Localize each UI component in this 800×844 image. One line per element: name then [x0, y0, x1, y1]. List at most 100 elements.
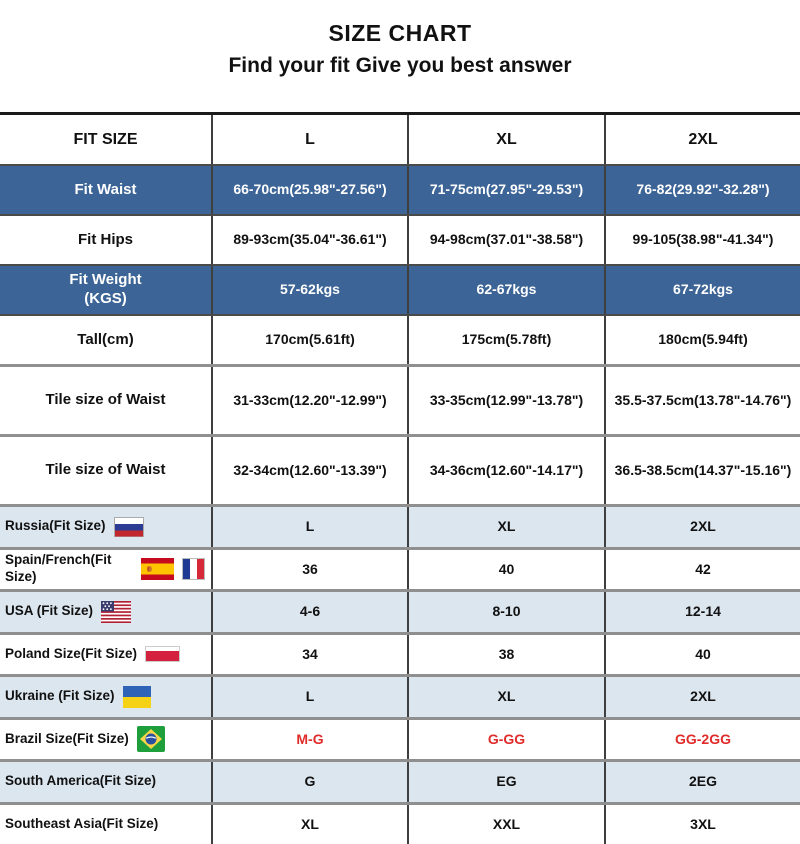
row-label: Spain/French(Fit Size)	[0, 550, 211, 590]
size-value-cell: 89-93cm(35.04"-36.61")	[211, 216, 407, 264]
size-value-cell: 4-6	[211, 592, 407, 632]
row-label-text: Tile size of Waist	[45, 461, 165, 480]
size-value-cell: G-GG	[407, 720, 604, 760]
table-row: Fit Waist 66-70cm(25.98"-27.56")71-75cm(2…	[0, 164, 800, 214]
spain-flag-icon	[141, 558, 174, 580]
row-label: Southeast Asia(Fit Size)	[0, 805, 211, 844]
column-header: FIT SIZE	[0, 115, 211, 164]
row-label-text: South America(Fit Size)	[5, 773, 156, 790]
size-value-cell: 2XL	[604, 507, 800, 547]
row-label-text: Poland Size(Fit Size)	[5, 646, 137, 663]
size-value-cell: 40	[407, 550, 604, 590]
size-value-cell: 180cm(5.94ft)	[604, 316, 800, 364]
size-value-cell: 32-34cm(12.60"-13.39")	[211, 437, 407, 504]
size-value-cell: M-G	[211, 720, 407, 760]
size-value-cell: 67-72kgs	[604, 266, 800, 314]
table-row: Tile size of Waist 32-34cm(12.60"-13.39")…	[0, 434, 800, 504]
size-value-cell: 42	[604, 550, 800, 590]
column-header: L	[211, 115, 407, 164]
row-label: Fit Weight(KGS)	[0, 266, 211, 314]
size-value-cell: 12-14	[604, 592, 800, 632]
row-label: USA (Fit Size)	[0, 592, 211, 632]
size-value-cell: 38	[407, 635, 604, 675]
size-value-cell: 36.5-38.5cm(14.37"-15.16")	[604, 437, 800, 504]
row-label: Russia(Fit Size)	[0, 507, 211, 547]
size-value-cell: G	[211, 762, 407, 802]
row-label: Fit Waist	[0, 166, 211, 214]
size-value-cell: 170cm(5.61ft)	[211, 316, 407, 364]
size-value-cell: 71-75cm(27.95"-29.53")	[407, 166, 604, 214]
size-value-cell: 40	[604, 635, 800, 675]
size-value-cell: 36	[211, 550, 407, 590]
size-value-cell: 31-33cm(12.20"-12.99")	[211, 367, 407, 434]
size-value-cell: L	[211, 677, 407, 717]
size-value-cell: 34	[211, 635, 407, 675]
row-label-text: Spain/French(Fit Size)	[5, 552, 133, 586]
usa-flag-icon	[101, 601, 131, 623]
row-label: Ukraine (Fit Size)	[0, 677, 211, 717]
table-row: Tile size of Waist 31-33cm(12.20"-12.99")…	[0, 364, 800, 434]
row-label-text-line2: (KGS)	[84, 290, 127, 309]
row-label-text: Southeast Asia(Fit Size)	[5, 816, 158, 833]
size-value-cell: 175cm(5.78ft)	[407, 316, 604, 364]
row-label-text: Tile size of Waist	[45, 391, 165, 410]
france-flag-icon	[182, 558, 205, 580]
table-row: Tall(cm) 170cm(5.61ft)175cm(5.78ft)180cm(…	[0, 314, 800, 364]
row-label-text: Fit Waist	[75, 181, 137, 200]
table-row: Fit Hips 89-93cm(35.04"-36.61")94-98cm(37…	[0, 214, 800, 264]
row-label-text: Fit Hips	[78, 231, 133, 250]
row-label: Fit Hips	[0, 216, 211, 264]
size-value-cell: 76-82(29.92"-32.28")	[604, 166, 800, 214]
row-label: Tile size of Waist	[0, 437, 211, 504]
size-value-cell: GG-2GG	[604, 720, 800, 760]
russia-flag-icon	[114, 517, 144, 537]
ukraine-flag-icon	[123, 686, 151, 708]
column-header: 2XL	[604, 115, 800, 164]
row-label-text: Tall(cm)	[77, 331, 133, 350]
size-value-cell: 3XL	[604, 805, 800, 844]
size-value-cell: 33-35cm(12.99"-13.78")	[407, 367, 604, 434]
size-value-cell: XL	[211, 805, 407, 844]
size-value-cell: 2XL	[604, 677, 800, 717]
brazil-flag-icon	[137, 726, 165, 752]
size-value-cell: 99-105(38.98"-41.34")	[604, 216, 800, 264]
size-value-cell: 66-70cm(25.98"-27.56")	[211, 166, 407, 214]
size-value-cell: 8-10	[407, 592, 604, 632]
size-value-cell: XL	[407, 677, 604, 717]
row-label-text: Brazil Size(Fit Size)	[5, 731, 129, 748]
column-header: XL	[407, 115, 604, 164]
row-label: Tall(cm)	[0, 316, 211, 364]
size-value-cell: 35.5-37.5cm(13.78"-14.76")	[604, 367, 800, 434]
page-title: SIZE CHART	[0, 20, 800, 47]
chart-header: SIZE CHART Find your fit Give you best a…	[0, 0, 800, 112]
page-subtitle: Find your fit Give you best answer	[0, 54, 800, 78]
row-label: Poland Size(Fit Size)	[0, 635, 211, 675]
row-label-text: Ukraine (Fit Size)	[5, 688, 115, 705]
size-value-cell: 34-36cm(12.60"-14.17")	[407, 437, 604, 504]
size-value-cell: XL	[407, 507, 604, 547]
size-value-cell: 94-98cm(37.01"-38.58")	[407, 216, 604, 264]
row-label-text: Fit Weight	[69, 271, 141, 290]
row-label: Brazil Size(Fit Size)	[0, 720, 211, 760]
row-label-text: USA (Fit Size)	[5, 603, 93, 620]
row-label: South America(Fit Size)	[0, 762, 211, 802]
poland-flag-icon	[145, 646, 180, 662]
row-label-text: Russia(Fit Size)	[5, 518, 106, 535]
size-value-cell: 62-67kgs	[407, 266, 604, 314]
size-value-cell: L	[211, 507, 407, 547]
size-value-cell: 2EG	[604, 762, 800, 802]
size-value-cell: EG	[407, 762, 604, 802]
row-label: Tile size of Waist	[0, 367, 211, 434]
size-value-cell: 57-62kgs	[211, 266, 407, 314]
